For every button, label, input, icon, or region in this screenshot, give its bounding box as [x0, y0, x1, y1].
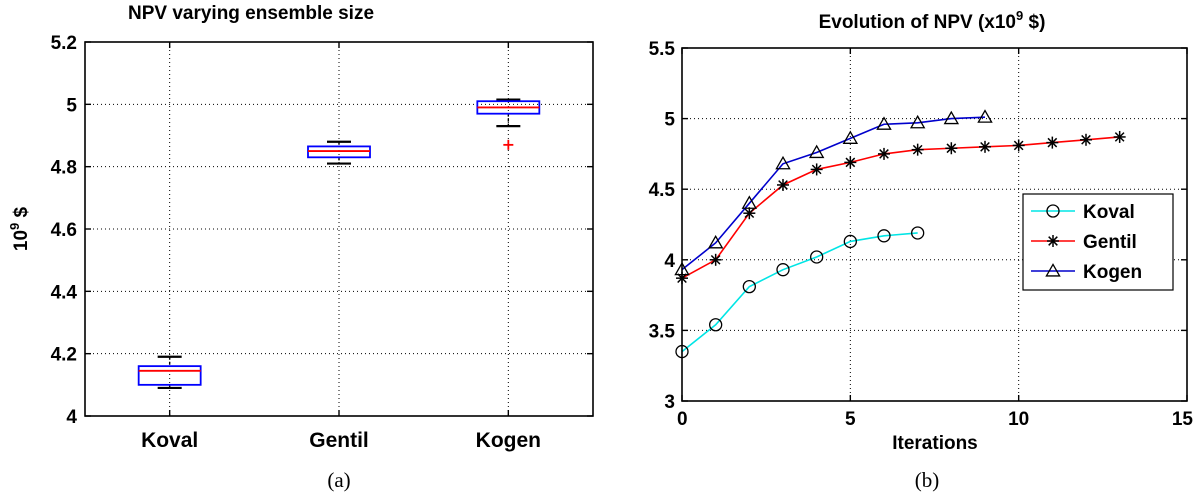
star-stroke [710, 254, 721, 265]
panel-b-y-ticks: 3 3.5 4 4.5 5 5.5 [649, 39, 1187, 413]
point-marker-triangle [707, 234, 724, 249]
panel-b-x-ticks: 0 5 10 15 [677, 48, 1193, 430]
panel-a-boxplot: NPV varying ensemble size 4 4.2 4.4 4.6 4.8 5… [7, 3, 594, 492]
point-marker-star [1080, 133, 1092, 146]
point-marker-triangle [808, 144, 825, 159]
point-marker-star [1012, 139, 1025, 152]
point-marker-circle [911, 226, 925, 240]
panel-a-caption: (a) [327, 468, 350, 492]
legend-entry-kogen: Kogen [1031, 262, 1142, 283]
star-stroke [1081, 134, 1091, 145]
point-marker-circle [810, 250, 824, 264]
point-marker-triangle [741, 195, 758, 209]
star-stroke [1048, 236, 1058, 246]
x-tick-label: 5 [845, 409, 856, 430]
point-marker-triangle [775, 155, 791, 170]
y-tick-label: 5.5 [649, 39, 676, 60]
x-tick-label: 0 [677, 409, 688, 430]
category-label: Koval [141, 429, 198, 452]
point-marker-star [743, 207, 756, 220]
legend-label: Kogen [1083, 262, 1142, 283]
series-kogen [674, 109, 993, 276]
star-stroke [778, 180, 788, 190]
point-marker-triangle [977, 109, 993, 123]
panel-a-category-labels: Koval Gentil Kogen [141, 42, 541, 452]
y-tick-label: 4.5 [649, 180, 676, 201]
x-tick-label: 10 [1008, 409, 1029, 430]
panel-a-grid [85, 42, 593, 416]
box-koval [137, 355, 202, 390]
panel-b-legend: Koval Gentil Kogen [1022, 193, 1174, 291]
point-marker-circle [709, 318, 723, 332]
panel-b-title: Evolution of NPV (x109 $) [819, 8, 1046, 33]
panel-a-boxes [137, 98, 541, 390]
iqr-box [137, 365, 202, 386]
point-marker-circle [776, 263, 790, 277]
outlier-marker [503, 139, 514, 150]
point-marker-triangle [909, 114, 926, 129]
category-label: Gentil [309, 429, 369, 452]
star-stroke [879, 149, 889, 159]
legend-label: Gentil [1083, 232, 1137, 253]
box-gentil [307, 140, 371, 165]
y-tick-label: 5 [66, 95, 77, 116]
y-tick-label: 4.4 [51, 282, 78, 303]
y-tick-label: 4.8 [51, 158, 77, 179]
point-marker-triangle [876, 116, 892, 130]
point-marker-star [945, 142, 958, 155]
point-marker-star [1113, 130, 1126, 143]
panel-b-caption: (b) [915, 468, 940, 492]
panel-a-y-axis-label: 109 $ [7, 206, 32, 251]
star-stroke [1047, 137, 1058, 148]
point-marker-star [979, 140, 991, 153]
point-marker-circle [742, 279, 756, 294]
star-stroke [1013, 140, 1024, 151]
point-marker-star [1046, 136, 1059, 149]
point-marker-star [844, 156, 857, 169]
panel-b-plot-frame [681, 47, 1188, 402]
y-tick-label: 4.2 [51, 345, 77, 366]
panel-b-x-axis-label: Iterations [892, 433, 978, 454]
point-marker-circle [1046, 204, 1060, 218]
point-marker-star [1047, 235, 1059, 247]
box-kogen [476, 98, 541, 150]
y-tick-label: 4 [664, 251, 675, 272]
star-stroke [744, 208, 755, 219]
series-koval [675, 226, 925, 359]
point-marker-triangle [1045, 263, 1061, 277]
y-tick-label: 4 [66, 407, 77, 428]
point-marker-star [911, 143, 924, 156]
y-tick-label: 5 [664, 110, 675, 131]
star-stroke [845, 157, 856, 168]
series-line [681, 116, 986, 271]
point-marker-triangle [943, 110, 960, 125]
star-stroke [912, 144, 923, 155]
y-tick-label: 3.5 [649, 321, 676, 342]
category-label: Kogen [476, 429, 541, 452]
legend-entry-koval: Koval [1031, 202, 1135, 223]
panel-a-title: NPV varying ensemble size [128, 3, 374, 24]
point-marker-circle [843, 234, 857, 249]
point-marker-triangle [842, 130, 859, 144]
panel-a-y-ticks: 4 4.2 4.4 4.6 4.8 5 5.2 [51, 33, 593, 428]
star-stroke [946, 143, 957, 154]
point-marker-star [777, 178, 789, 191]
series-line [681, 232, 918, 353]
point-marker-star [878, 147, 890, 160]
star-stroke [980, 141, 990, 152]
panel-b-series [674, 109, 1126, 359]
panel-b-line-chart: Evolution of NPV (x109 $) 3 3.5 4 4.5 5 5.5 0… [649, 8, 1194, 492]
point-marker-circle [877, 229, 891, 243]
y-tick-label: 5.2 [51, 33, 77, 54]
x-tick-label: 15 [1172, 409, 1194, 430]
star-stroke [1114, 132, 1125, 142]
star-stroke [811, 164, 822, 175]
legend-label: Koval [1083, 202, 1135, 223]
point-marker-star [709, 253, 722, 266]
point-marker-star [810, 163, 823, 176]
legend-entry-gentil: Gentil [1031, 232, 1137, 253]
y-tick-label: 4.6 [51, 220, 77, 241]
y-tick-label: 3 [664, 392, 675, 413]
